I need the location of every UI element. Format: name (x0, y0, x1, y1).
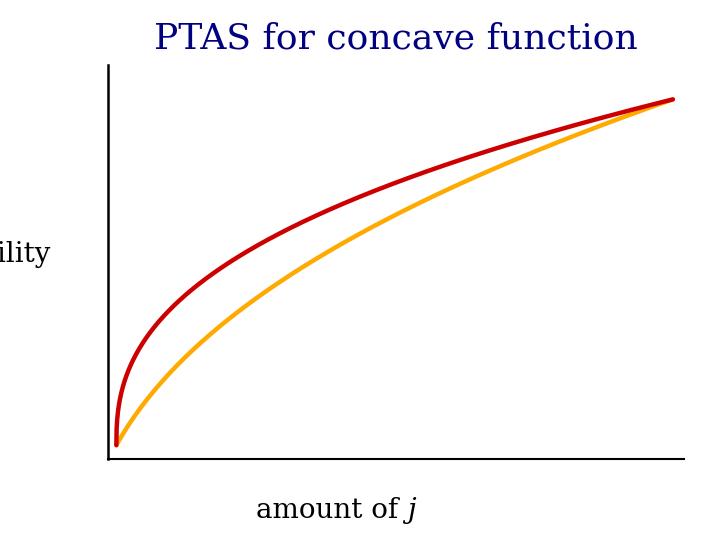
Text: utility: utility (0, 240, 50, 267)
Text: amount of: amount of (256, 497, 407, 524)
Title: PTAS for concave function: PTAS for concave function (154, 21, 638, 55)
Text: j: j (407, 497, 415, 524)
